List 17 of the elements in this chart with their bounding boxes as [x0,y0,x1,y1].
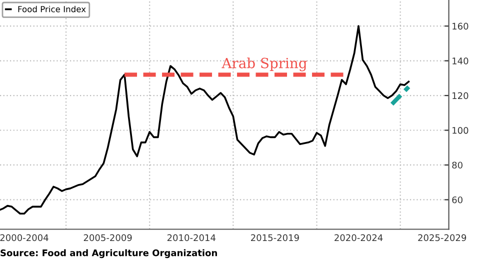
annotation: Arab Spring [222,58,307,72]
y-tick-label: 160 [452,22,468,30]
x-tick-label: 2025-2029 [418,234,466,242]
y-tick-label: 140 [452,58,468,64]
x-tick-label: 2000-2004 [0,234,48,242]
line-series [390,84,411,106]
x-tick-label: 2020-2024 [334,234,383,242]
x-tick-label: 2015-2019 [251,234,299,242]
y-tick-label: 120 [452,92,468,100]
y-tick-label: 100 [452,126,468,134]
line-series [0,25,410,215]
y-tick-label: 60 [452,196,462,204]
legend-label: Food Price Index [18,6,86,12]
x-tick-label: 2010-2014 [167,234,216,242]
x-tick-label: 2005-2009 [84,234,132,242]
source-note: Source: Food and Agriculture Organization [0,249,217,258]
y-tick-label: 80 [452,162,462,169]
